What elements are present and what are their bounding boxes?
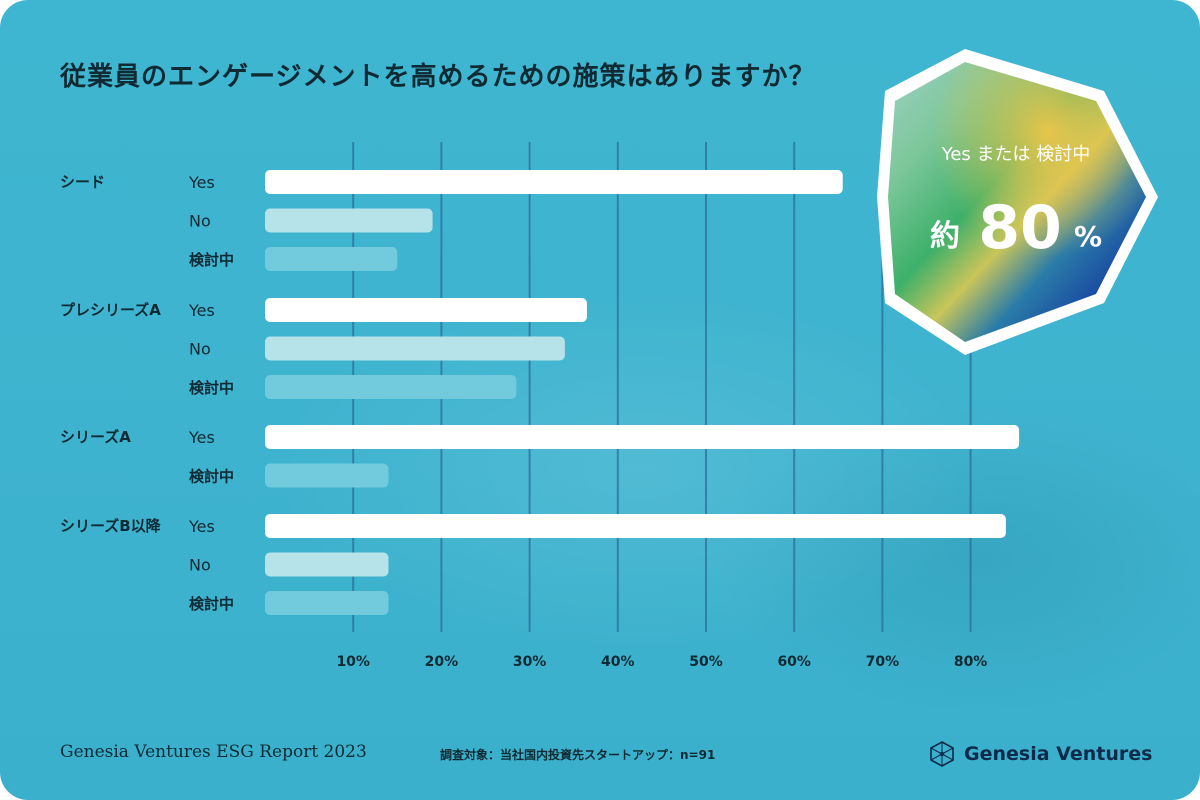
x-tick-label: 50% (689, 654, 723, 670)
bar-considering (265, 463, 389, 488)
bar-yes (265, 298, 587, 322)
highlight-badge: Yes または 検討中 約 80 % (877, 49, 1158, 355)
category-label: シード (60, 173, 105, 191)
badge-prefix: 約 (930, 219, 960, 254)
category-label: プレシリーズA (60, 301, 161, 319)
x-tick-label: 80% (954, 654, 988, 670)
bar-label: 検討中 (189, 468, 234, 486)
badge-unit: % (1074, 220, 1102, 253)
network-hexagon-icon (930, 741, 954, 767)
x-tick-label: 20% (425, 654, 459, 670)
x-tick-label: 10% (336, 654, 370, 670)
bar-considering (265, 247, 398, 271)
bar-label: No (189, 556, 211, 575)
report-name: Genesia Ventures ESG Report 2023 (60, 742, 367, 762)
bar-label: 検討中 (189, 595, 234, 613)
bar-label: Yes (188, 301, 215, 320)
bar-label: No (189, 340, 211, 359)
bar-yes (265, 170, 843, 194)
bar-yes (265, 425, 1020, 449)
bar-no (265, 336, 565, 361)
survey-note: 調査対象：当社国内投資先スタートアップ：n=91 (440, 748, 716, 762)
category-label: シリーズB以降 (60, 517, 162, 535)
bar-yes (265, 514, 1006, 538)
bar-label: Yes (188, 173, 215, 192)
bar-no (265, 552, 389, 577)
bar-considering (265, 375, 517, 399)
category-label: シリーズA (60, 428, 131, 446)
x-tick-label: 40% (601, 654, 635, 670)
bar-no (265, 208, 433, 233)
badge-subtitle: Yes または 検討中 (941, 144, 1091, 165)
bar-considering (265, 591, 389, 615)
x-tick-label: 30% (513, 654, 547, 670)
x-tick-label: 60% (777, 654, 811, 670)
bar-label: Yes (188, 517, 215, 536)
bar-label: Yes (188, 428, 215, 447)
brand-logo: Genesia Ventures (928, 738, 1152, 770)
bar-label: 検討中 (189, 251, 234, 269)
bar-label: No (189, 212, 211, 231)
badge-hexagon-glow (888, 62, 1146, 342)
chart-title: 従業員のエンゲージメントを高めるための施策はありますか？ (60, 62, 816, 92)
bar-label: 検討中 (189, 379, 234, 397)
brand-name: Genesia Ventures (964, 743, 1153, 765)
x-tick-label: 70% (866, 654, 900, 670)
badge-value: 80 (978, 193, 1062, 263)
